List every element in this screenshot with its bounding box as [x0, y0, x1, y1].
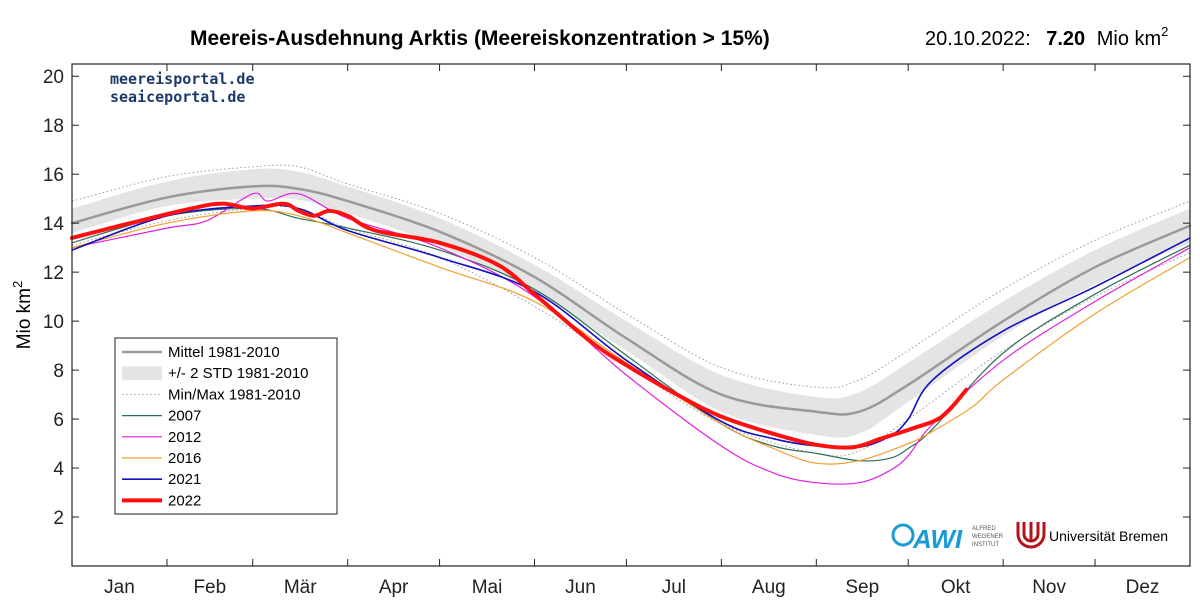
x-tick-label-jan: Jan — [104, 577, 135, 598]
y-tick-label: 20 — [43, 67, 64, 88]
x-tick-label-jun: Jun — [565, 577, 596, 598]
legend-swatch-1 — [122, 366, 162, 381]
y-axis-label: Mio km2 — [10, 281, 35, 349]
awi-logo-sub-1: ALFRED — [972, 526, 996, 532]
x-tick-label-aug: Aug — [752, 577, 786, 598]
x-axis: Jan Feb Mär Apr Mai Jun Jul Aug Sep Okt Nov Dez — [104, 64, 1159, 598]
awi-logo: AWI ALFRED WEGENER INSTITUT — [891, 523, 1004, 554]
extent-value: 7.20 — [1046, 28, 1085, 50]
series-line-mittel-1981-2010 — [70, 184, 1192, 416]
legend-label-6: 2021 — [168, 471, 201, 488]
legend-label-1: +/- 2 STD 1981-2010 — [168, 365, 309, 382]
x-tick-label-sep: Sep — [845, 577, 879, 598]
portal-url-de[interactable]: meereisportal.de — [110, 70, 255, 88]
legend-label-7: 2022 — [168, 492, 201, 509]
uni-bremen-emblem-icon — [1016, 522, 1046, 549]
y-tick-label: 18 — [43, 116, 64, 137]
x-tick-label-mär: Mär — [284, 577, 317, 598]
series-std-band — [72, 168, 1190, 438]
y-axis: 2 4 6 8 10 12 14 16 18 20 — [43, 67, 1190, 529]
awi-logo-sub-2: WEGENER — [972, 534, 1004, 540]
series-line-2022 — [70, 201, 969, 450]
x-tick-label-feb: Feb — [193, 577, 226, 598]
std-band-layer — [72, 168, 1190, 438]
date-label: 20.10.2022: 7.20 Mio km2 — [925, 24, 1168, 50]
uni-bremen-logo: Universität Bremen — [1016, 522, 1168, 549]
y-tick-label: 10 — [43, 312, 64, 333]
y-tick-label: 8 — [53, 361, 64, 382]
x-tick-label-apr: Apr — [379, 577, 409, 598]
uni-bremen-text: Universität Bremen — [1049, 528, 1168, 544]
awi-logo-text: AWI — [912, 524, 963, 554]
x-tick-label-okt: Okt — [941, 577, 971, 598]
x-tick-label-dez: Dez — [1126, 577, 1160, 598]
series-lines-layer — [70, 164, 1192, 485]
x-tick-label-mai: Mai — [472, 577, 503, 598]
y-tick-label: 2 — [53, 508, 64, 529]
series-minmax-upper — [71, 164, 1191, 389]
y-tick-label: 4 — [53, 459, 64, 480]
portal-url-en[interactable]: seaiceportal.de — [110, 88, 245, 106]
extent-unit-sup: 2 — [1161, 24, 1168, 39]
date-value: 20.10.2022: — [925, 28, 1031, 50]
legend: Mittel 1981-2010 +/- 2 STD 1981-2010 Min/M… — [114, 337, 338, 515]
legend-label-2: Min/Max 1981-2010 — [168, 386, 301, 403]
awi-logo-sub-3: INSTITUT — [972, 542, 999, 548]
x-tick-label-nov: Nov — [1032, 577, 1066, 598]
y-tick-label: 14 — [43, 214, 65, 235]
legend-label-0: Mittel 1981-2010 — [168, 344, 280, 361]
plot-frame — [71, 63, 1191, 567]
y-tick-label: 16 — [43, 165, 64, 186]
y-tick-label: 12 — [43, 263, 64, 284]
y-tick-label: 6 — [53, 410, 64, 431]
series-line-2016 — [71, 210, 1191, 465]
legend-label-5: 2016 — [168, 450, 201, 467]
legend-label-4: 2012 — [168, 429, 201, 446]
chart-title: Meereis-Ausdehnung Arktis (Meereiskonzen… — [190, 27, 770, 50]
legend-label-3: 2007 — [168, 408, 201, 425]
extent-unit: Mio km — [1097, 28, 1161, 50]
x-tick-label-jul: Jul — [662, 577, 686, 598]
awi-logo-icon — [891, 523, 915, 547]
